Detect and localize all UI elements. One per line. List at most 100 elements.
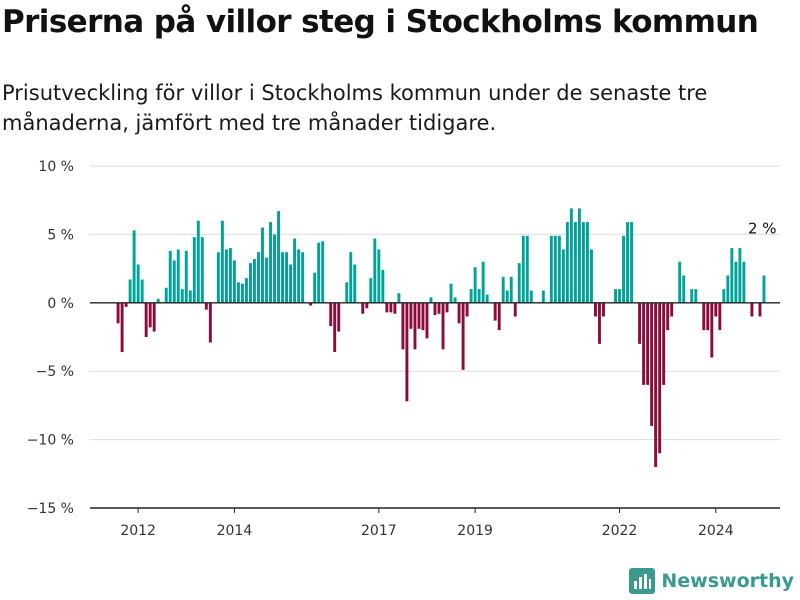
bar — [718, 302, 722, 331]
bar — [389, 302, 393, 313]
x-tick-label: 2017 — [361, 523, 397, 539]
bar — [397, 293, 401, 303]
bar — [164, 287, 168, 303]
bar — [385, 302, 389, 313]
bar — [168, 250, 172, 303]
bar — [277, 211, 280, 303]
bar — [240, 283, 244, 303]
bar — [501, 276, 505, 303]
bar — [257, 252, 260, 303]
bar — [509, 276, 513, 303]
bar — [365, 302, 369, 309]
bar — [124, 302, 128, 307]
bar — [457, 302, 461, 324]
bar — [433, 302, 437, 316]
bar — [136, 264, 140, 303]
latest-value-label: 2 % — [748, 219, 777, 237]
bar — [289, 264, 293, 303]
bar — [706, 302, 710, 331]
bar — [485, 294, 489, 303]
bar — [734, 261, 738, 303]
bar — [573, 222, 577, 303]
bar — [321, 241, 325, 303]
bar — [594, 302, 597, 317]
bar — [710, 302, 714, 358]
bar-chart: 10 % 5 % 0 % −5 % −10 % −15 % 2012 2014 2017 2019… — [27, 159, 780, 539]
bar — [581, 222, 585, 303]
chart-subtitle: Prisutveckling för villor i Stockholms k… — [2, 81, 708, 135]
bar — [377, 249, 381, 303]
bar — [265, 257, 268, 303]
bar — [654, 302, 658, 467]
bar — [180, 289, 184, 303]
bar — [301, 252, 305, 303]
bar — [742, 261, 746, 303]
x-tick-label: 2019 — [457, 523, 493, 539]
bar — [273, 234, 276, 303]
bar — [297, 249, 301, 303]
bar — [132, 230, 136, 303]
bar — [469, 289, 473, 303]
bar — [750, 302, 754, 317]
bar — [401, 302, 405, 350]
x-tick-label: 2012 — [120, 523, 156, 539]
bar — [730, 248, 734, 303]
bar — [598, 302, 601, 344]
bar — [228, 248, 232, 303]
bar — [521, 235, 525, 303]
bar — [120, 302, 124, 353]
bar — [437, 302, 441, 314]
bar — [216, 252, 220, 303]
bar — [176, 249, 180, 303]
bar — [577, 208, 581, 303]
bar — [208, 302, 212, 343]
bar — [261, 227, 264, 303]
bar — [682, 275, 686, 303]
bar — [353, 264, 357, 303]
bar — [565, 222, 569, 303]
bar — [220, 220, 224, 303]
bar — [662, 302, 666, 385]
bar — [666, 302, 670, 331]
bar — [762, 275, 766, 303]
bar — [413, 302, 417, 350]
bar — [758, 302, 762, 317]
bar — [650, 302, 654, 426]
bar — [393, 302, 397, 314]
bar — [421, 302, 425, 331]
bar — [281, 252, 285, 303]
bar — [726, 275, 730, 303]
bar — [622, 235, 625, 303]
bar — [638, 302, 642, 344]
bar — [172, 260, 176, 303]
bar — [373, 238, 377, 303]
bar — [196, 220, 200, 303]
bar — [245, 278, 248, 303]
bar — [493, 302, 497, 321]
bar — [249, 263, 252, 303]
bar — [293, 238, 297, 303]
bar — [224, 249, 228, 303]
bar — [473, 267, 477, 303]
bar — [626, 222, 630, 303]
bar — [513, 302, 517, 317]
tick-labels: 10 % 5 % 0 % −5 % −10 % −15 % 2012 2014 2017 2019… — [27, 159, 777, 539]
bar — [557, 235, 561, 303]
bar — [602, 302, 605, 317]
y-tick-label: 10 % — [38, 159, 74, 175]
bar — [269, 222, 272, 303]
bar — [128, 279, 132, 303]
bar — [152, 302, 156, 332]
bar — [429, 297, 433, 303]
bar — [425, 302, 429, 339]
bar — [678, 261, 682, 303]
bar — [722, 289, 726, 303]
brand-name: Newsworthy — [661, 570, 794, 592]
bar — [738, 248, 742, 303]
bar — [481, 261, 485, 303]
bar — [553, 235, 557, 303]
bar — [369, 278, 373, 303]
bar — [148, 302, 152, 328]
bar — [184, 250, 188, 303]
bar — [541, 290, 545, 303]
